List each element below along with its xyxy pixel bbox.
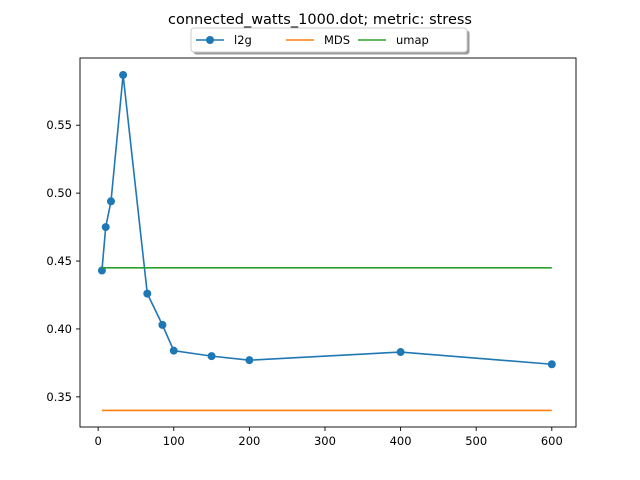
legend-marker-l2g xyxy=(206,36,214,44)
y-tick-label: 0.55 xyxy=(46,118,72,132)
y-tick-label: 0.40 xyxy=(46,322,72,336)
data-point-l2g xyxy=(396,348,405,357)
data-point-l2g xyxy=(143,289,152,298)
data-point-l2g xyxy=(207,352,216,361)
x-tick-label: 200 xyxy=(238,434,260,448)
data-point-l2g xyxy=(101,223,110,232)
data-point-l2g xyxy=(169,346,178,355)
y-tick-label: 0.50 xyxy=(46,186,72,200)
data-point-l2g xyxy=(158,320,167,329)
data-point-l2g xyxy=(547,360,556,369)
y-tick-label: 0.35 xyxy=(46,390,72,404)
legend-box xyxy=(190,27,468,53)
x-tick-label: 500 xyxy=(465,434,487,448)
x-tick-label: 0 xyxy=(94,434,101,448)
legend-label-umap: umap xyxy=(396,33,429,47)
data-point-l2g xyxy=(119,70,128,79)
plot-area xyxy=(97,70,556,412)
x-tick-label: 100 xyxy=(163,434,185,448)
x-tick-label: 600 xyxy=(541,434,563,448)
axis-ticks: 0 100 200 300 400 500 600 0.35 0.40 0.45 0.50 0.55 xyxy=(46,118,562,448)
y-tick-label: 0.45 xyxy=(46,254,72,268)
legend-label-l2g: l2g xyxy=(234,33,252,47)
chart-title: connected_watts_1000.dot; metric: stress xyxy=(168,12,472,28)
data-point-l2g xyxy=(107,197,115,206)
legend-label-mds: MDS xyxy=(324,33,350,47)
series-line-l2g xyxy=(101,74,552,366)
x-tick-label: 300 xyxy=(314,434,336,448)
x-tick-label: 400 xyxy=(390,434,412,448)
data-point-l2g xyxy=(245,356,254,365)
axes-frame xyxy=(79,57,577,428)
legend: l2g MDS umap xyxy=(190,27,470,55)
